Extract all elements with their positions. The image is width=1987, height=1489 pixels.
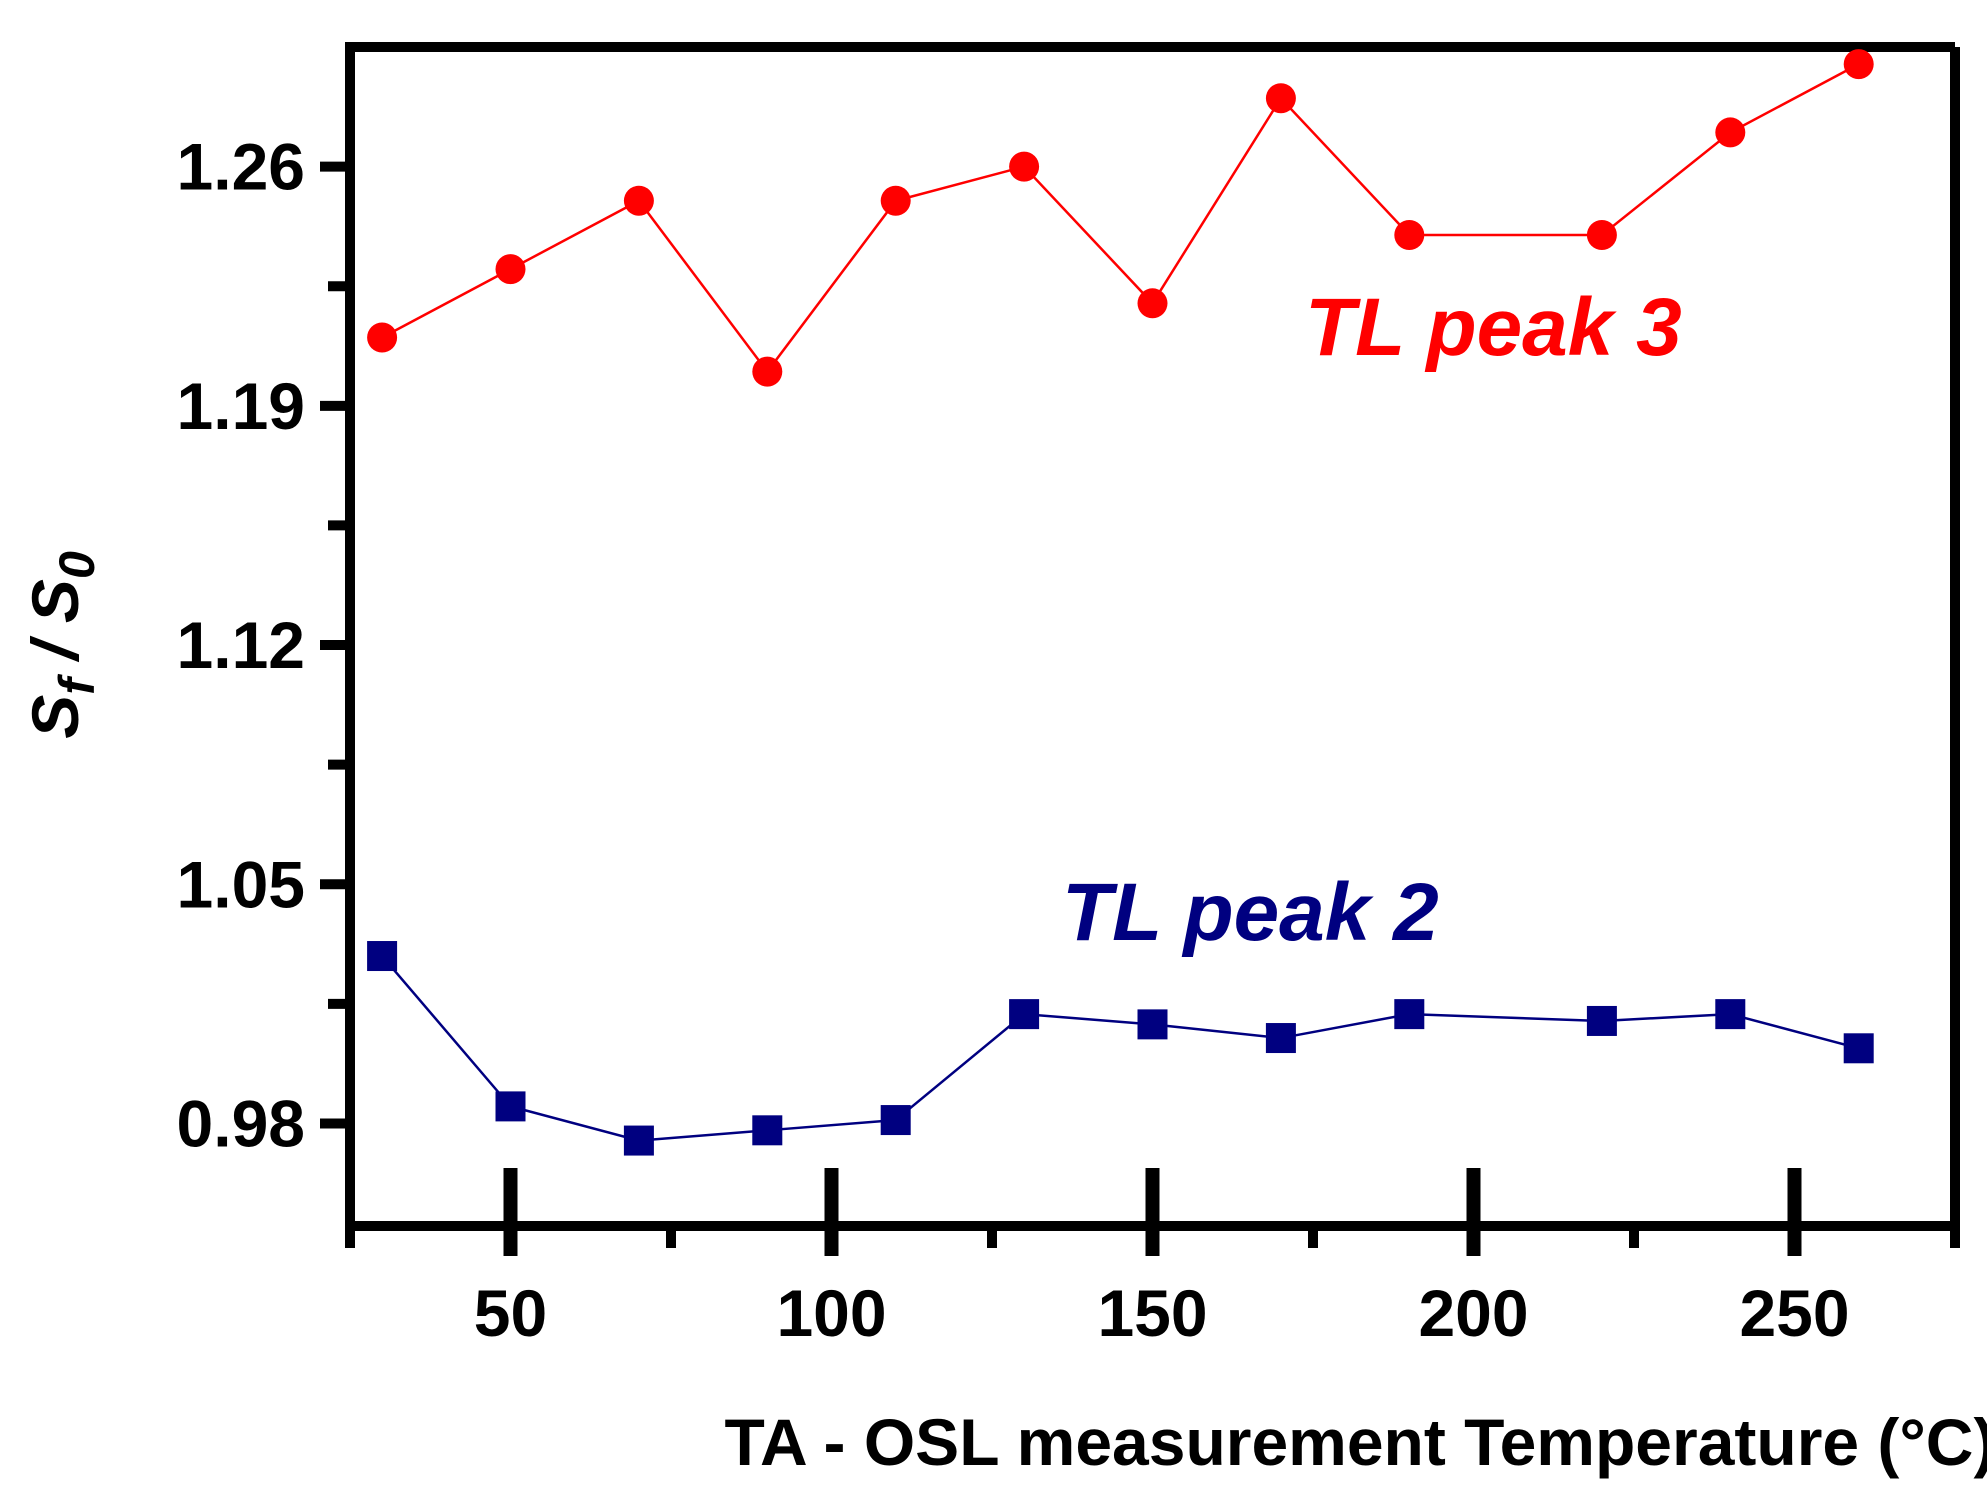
data-point-tl-peak-2: [880, 1105, 911, 1136]
x-axis-title: TA - OSL measurement Temperature (°C): [725, 1405, 1987, 1479]
y-axis-title-mid: / S: [18, 579, 92, 678]
data-point-tl-peak-3: [1265, 83, 1296, 114]
data-point-tl-peak-2: [623, 1125, 654, 1156]
series-line-tl-peak-3: [381, 62, 1860, 374]
ticks: 0.98 1.05 1.12 1.19 1.26 50 100 150 200 250: [177, 130, 1960, 1350]
data-point-tl-peak-3: [1843, 49, 1874, 80]
x-tick-label: 200: [1418, 1276, 1528, 1350]
axes: [345, 42, 1960, 1231]
data-point-tl-peak-2: [495, 1091, 526, 1122]
y-tick-label: 1.26: [177, 130, 305, 204]
annotation-tl-peak-2: TL peak 2: [1062, 867, 1439, 958]
data-point-tl-peak-3: [1586, 219, 1617, 250]
data-point-tl-peak-2: [1265, 1023, 1296, 1054]
y-axis-title-sub-0: 0: [49, 551, 105, 579]
data-point-tl-peak-2: [1394, 999, 1425, 1030]
data-point-tl-peak-3: [1715, 117, 1746, 148]
data-point-tl-peak-3: [623, 185, 654, 216]
y-tick-label: 1.05: [177, 847, 305, 921]
data-point-tl-peak-3: [1009, 151, 1040, 182]
data-point-tl-peak-2: [1009, 999, 1040, 1030]
data-point-tl-peak-3: [752, 356, 783, 387]
data-point-tl-peak-3: [880, 185, 911, 216]
annotation-tl-peak-3: TL peak 3: [1305, 282, 1682, 373]
data-point-tl-peak-2: [1586, 1005, 1617, 1036]
data-point-tl-peak-3: [1137, 288, 1168, 319]
y-tick-label: 1.19: [177, 369, 305, 443]
x-tick-label: 250: [1739, 1276, 1849, 1350]
data-point-tl-peak-2: [1137, 1009, 1168, 1040]
data-point-tl-peak-2: [1843, 1033, 1874, 1064]
data-point-tl-peak-3: [495, 254, 526, 285]
y-tick-label: 0.98: [177, 1086, 305, 1160]
data-point-tl-peak-3: [1394, 219, 1425, 250]
x-tick-label: 100: [776, 1276, 886, 1350]
data-point-tl-peak-2: [367, 941, 398, 972]
data-point-tl-peak-3: [367, 322, 398, 353]
data-point-tl-peak-2: [1715, 999, 1746, 1030]
y-tick-label: 1.12: [177, 608, 305, 682]
y-axis-title-sub-f: f: [49, 674, 105, 695]
x-tick-label: 150: [1097, 1276, 1207, 1350]
y-axis-title-s: S: [18, 695, 92, 739]
series-line-tl-peak-2: [381, 955, 1860, 1142]
y-axis-title: Sf / S0: [18, 551, 105, 739]
data-point-tl-peak-2: [752, 1115, 783, 1146]
series-layer: [367, 49, 1874, 1156]
x-tick-label: 50: [474, 1276, 547, 1350]
